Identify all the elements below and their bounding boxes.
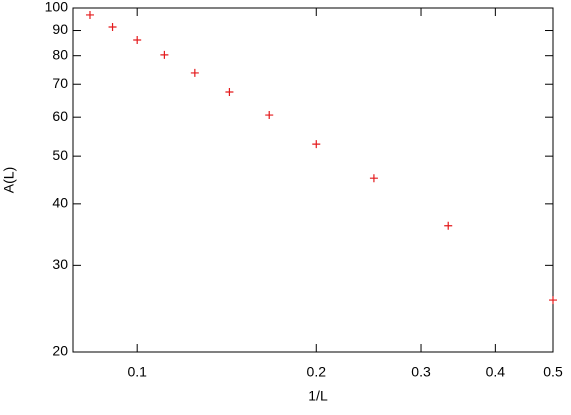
y-tick-label: 20 — [52, 343, 68, 359]
point — [265, 111, 274, 120]
x-tick-label: 0.4 — [486, 364, 506, 380]
y-tick-label: 40 — [52, 195, 68, 211]
point — [108, 22, 117, 31]
point — [444, 221, 453, 230]
point — [85, 10, 94, 19]
y-tick-label: 80 — [52, 46, 68, 62]
point — [133, 35, 142, 44]
y-tick-label: 60 — [52, 108, 68, 124]
plot-frame — [72, 7, 554, 353]
x-tick-label: 0.3 — [411, 364, 431, 380]
x-tick-label: 0.2 — [307, 364, 327, 380]
point — [369, 174, 378, 183]
point — [225, 88, 234, 97]
y-tick-label: 30 — [52, 256, 68, 272]
x-tick-label: 0.5 — [543, 364, 563, 380]
y-axis-label: A(L) — [1, 167, 17, 193]
x-tick-label: 0.1 — [127, 364, 147, 380]
point — [312, 140, 321, 149]
y-tick-label: 50 — [52, 147, 68, 163]
point — [160, 50, 169, 59]
point — [190, 68, 199, 77]
y-tick-label: 90 — [52, 21, 68, 37]
y-tick-label: 70 — [52, 75, 68, 91]
x-axis-label: 1/L — [308, 388, 328, 404]
y-tick-label: 100 — [45, 0, 69, 15]
point — [549, 296, 557, 305]
